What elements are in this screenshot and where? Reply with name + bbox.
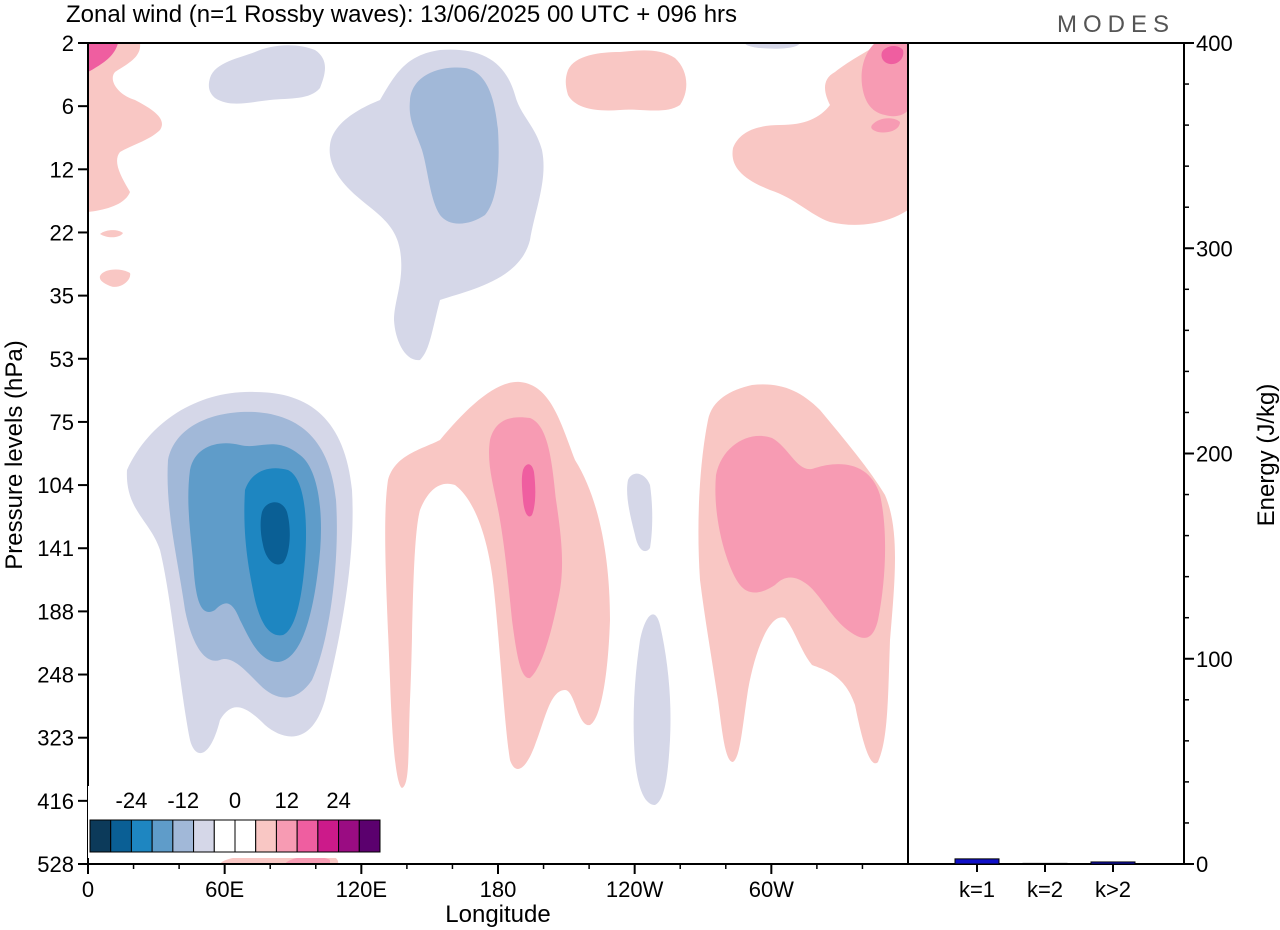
contour-pos-3 <box>521 464 536 517</box>
colorbar-swatch <box>255 819 277 853</box>
x-tick-label: 120E <box>336 877 387 902</box>
colorbar-swatch <box>151 819 174 853</box>
contour-pos-bottom2 <box>285 856 330 864</box>
energy-tick-label: 300 <box>1196 236 1233 261</box>
y-tick-label: 53 <box>50 347 74 372</box>
energy-bar <box>1090 861 1136 865</box>
x-tick-label: 120W <box>606 877 664 902</box>
contour-neg-7 <box>409 67 499 224</box>
colorbar-swatch <box>317 819 340 853</box>
contour-pos-7 <box>100 230 123 238</box>
y-tick-label: 528 <box>37 852 74 877</box>
contour-pos-12 <box>881 46 904 65</box>
colorbar-label: -24 <box>116 788 148 813</box>
x-axis-label: Longitude <box>445 901 550 928</box>
y-tick-label: 35 <box>50 284 74 309</box>
colorbar-swatch <box>172 819 195 853</box>
colorbar-swatch <box>110 819 132 853</box>
contour-neg-top <box>208 45 325 104</box>
colorbar-swatch <box>296 819 319 853</box>
y-tick-label: 248 <box>37 663 74 688</box>
y-tick-label: 188 <box>37 599 74 624</box>
y-tick-label: 323 <box>37 726 74 751</box>
energy-axis: 0 100 200 300 400 <box>1184 31 1233 877</box>
colorbar-swatch <box>213 819 236 853</box>
contour-layer <box>88 43 908 864</box>
contour-pos-8 <box>99 269 131 287</box>
chart-title: Zonal wind (n=1 Rossby waves): 13/06/202… <box>66 1 737 28</box>
x-tick-label: 180 <box>480 877 517 902</box>
energy-categories: k=1 k=2 k>2 <box>959 864 1131 902</box>
x-tick-label: 60W <box>749 877 794 902</box>
y-tick-label: 75 <box>50 410 74 435</box>
pressure-axis: 2 6 12 22 35 53 75 104 141 188 248 323 416 528 <box>37 31 88 877</box>
colorbar-swatch <box>338 819 360 853</box>
colorbar-label: -12 <box>167 788 199 813</box>
longitude-axis: 0 60E 120E 180 120W 60W <box>82 864 864 902</box>
energy-tick-label: 0 <box>1196 852 1208 877</box>
energy-tick-label: 200 <box>1196 442 1233 467</box>
contour-pos-2 <box>489 417 563 679</box>
energy-frame <box>907 42 1185 865</box>
contour-neg-8 <box>627 473 653 552</box>
energy-axis-label: Energy (J/kg) <box>1253 384 1280 527</box>
x-tick-label: 0 <box>82 877 94 902</box>
energy-category-label: k=2 <box>1027 877 1063 902</box>
energy-bar <box>954 858 1000 865</box>
contour-neg-5 <box>260 502 290 565</box>
colorbar-legend: -24 -12 0 12 24 <box>88 786 384 858</box>
y-tick-label: 141 <box>37 536 74 561</box>
contour-neg-top2 <box>745 43 800 49</box>
contour-pos-5 <box>715 435 886 638</box>
colorbar-label: 0 <box>229 788 241 813</box>
contour-pos-6b <box>88 43 118 72</box>
colorbar-swatch <box>275 819 298 853</box>
colorbar-swatch <box>89 819 112 853</box>
energy-tick-label: 400 <box>1196 31 1233 56</box>
colorbar-swatch <box>130 819 153 853</box>
colorbar-label: 12 <box>275 788 299 813</box>
y-tick-label: 12 <box>50 157 74 182</box>
colorbar-swatch <box>234 819 257 853</box>
colorbar-swatches <box>89 819 381 853</box>
y-tick-label: 2 <box>62 31 74 56</box>
energy-tick-label: 100 <box>1196 647 1233 672</box>
x-tick-label: 60E <box>205 877 244 902</box>
colorbar-labels: -24 -12 0 12 24 <box>116 788 351 813</box>
hovmoller-panel: 2 6 12 22 35 53 75 104 141 188 248 323 416 528 0 60E 12… <box>1 31 909 928</box>
energy-category-label: k=1 <box>959 877 995 902</box>
contour-pos-6 <box>88 43 162 212</box>
y-axis-label: Pressure levels (hPa) <box>1 340 28 569</box>
colorbar-swatch <box>193 819 215 853</box>
colorbar-label: 24 <box>326 788 350 813</box>
y-tick-label: 104 <box>37 473 74 498</box>
y-tick-label: 416 <box>37 789 74 814</box>
contour-pos-11b <box>871 118 900 133</box>
y-tick-label: 22 <box>50 220 74 245</box>
contour-neg-9 <box>633 614 671 805</box>
colorbar-swatch <box>358 819 381 853</box>
contour-pos-9 <box>565 50 687 111</box>
energy-panel: 0 100 200 300 400 k=1 k=2 k>2 Energy (J/kg) <box>907 31 1280 902</box>
modes-logo: MODES <box>1057 11 1175 38</box>
y-tick-label: 6 <box>62 94 74 119</box>
energy-category-label: k>2 <box>1095 877 1131 902</box>
